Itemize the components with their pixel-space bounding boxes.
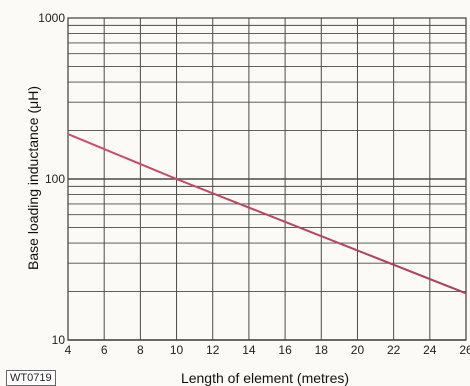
x-tick-label: 22 [387,343,401,357]
x-tick-label: 14 [242,343,256,357]
figure-code-label: WT0719 [6,370,56,386]
y-tick-label: 10 [52,333,66,347]
x-tick-label: 8 [137,343,144,357]
x-tick-label: 12 [206,343,220,357]
y-axis-label: Base loading inductance (μH) [25,86,41,270]
x-tick-label: 6 [101,343,108,357]
grid-layer [67,17,467,341]
x-tick-label: 10 [170,343,184,357]
tick-labels: 4 6 8 10 12 14 16 18 20 22 24 26 10 100 1000 [38,11,470,357]
y-tick-label: 100 [45,172,65,186]
x-tick-label: 18 [315,343,329,357]
x-tick-label: 26 [459,343,470,357]
x-axis-label: Length of element (metres) [181,370,349,386]
line-layer [67,133,467,295]
x-tick-label: 16 [278,343,292,357]
series-line [67,133,467,295]
x-tick-label: 24 [423,343,437,357]
x-tick-label: 4 [65,343,72,357]
y-tick-label: 1000 [38,11,65,25]
x-tick-label: 20 [351,343,365,357]
